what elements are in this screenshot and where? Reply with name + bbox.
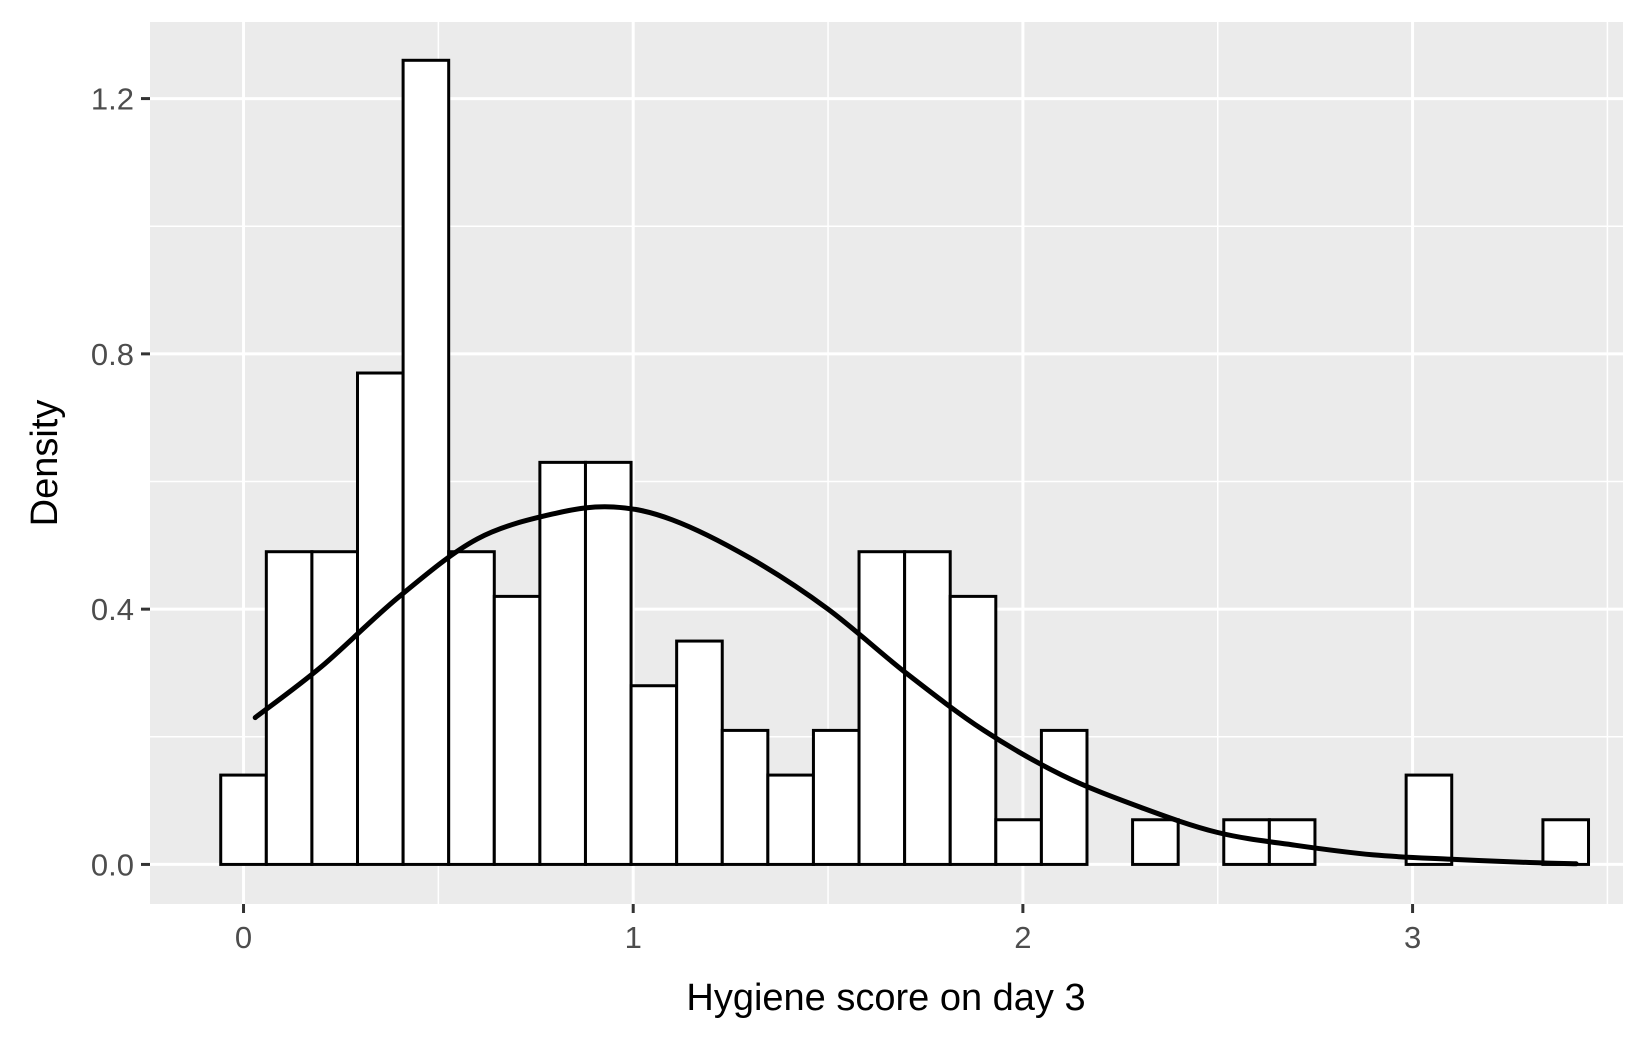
density-curve bbox=[252, 504, 1579, 867]
x-tick-label: 3 bbox=[1404, 920, 1421, 955]
histogram-bar bbox=[994, 818, 1043, 866]
histogram-bar bbox=[1404, 773, 1454, 866]
histogram-bar bbox=[583, 460, 633, 866]
histogram-bar bbox=[720, 728, 770, 866]
histogram-bar bbox=[492, 594, 542, 866]
x-tick-label: 0 bbox=[235, 920, 252, 955]
y-tick-label: 0.4 bbox=[91, 592, 134, 627]
histogram-bar bbox=[447, 550, 496, 866]
histogram-bar bbox=[811, 728, 861, 866]
histogram-bar bbox=[1131, 818, 1180, 866]
x-axis-title: Hygiene score on day 3 bbox=[686, 977, 1085, 1019]
histogram-bar bbox=[903, 550, 952, 866]
histogram-bar bbox=[310, 550, 360, 866]
y-tick-label: 0.8 bbox=[91, 337, 134, 372]
histogram-bar bbox=[629, 684, 679, 866]
histogram-bar bbox=[1541, 818, 1591, 866]
y-axis-title: Density bbox=[24, 400, 66, 527]
x-axis-ticks: 0 1 2 3 bbox=[235, 904, 1421, 955]
histogram-bar bbox=[857, 550, 907, 866]
x-tick-label: 2 bbox=[1014, 920, 1031, 955]
y-tick-label: 0.0 bbox=[91, 847, 134, 882]
histogram-bar bbox=[401, 58, 451, 866]
histogram-bar bbox=[219, 773, 268, 866]
histogram-bar bbox=[538, 460, 587, 866]
histogram-bar bbox=[356, 371, 405, 866]
x-tick-label: 1 bbox=[625, 920, 642, 955]
histogram-bars bbox=[219, 58, 1591, 866]
y-axis-ticks: 0.0 0.4 0.8 1.2 bbox=[91, 82, 150, 882]
histogram-bar bbox=[948, 594, 998, 866]
y-tick-label: 1.2 bbox=[91, 82, 134, 117]
histogram-bar bbox=[675, 639, 724, 866]
histogram-bar bbox=[766, 773, 815, 866]
histogram-bar bbox=[1039, 728, 1089, 866]
histogram-bar bbox=[264, 550, 314, 866]
